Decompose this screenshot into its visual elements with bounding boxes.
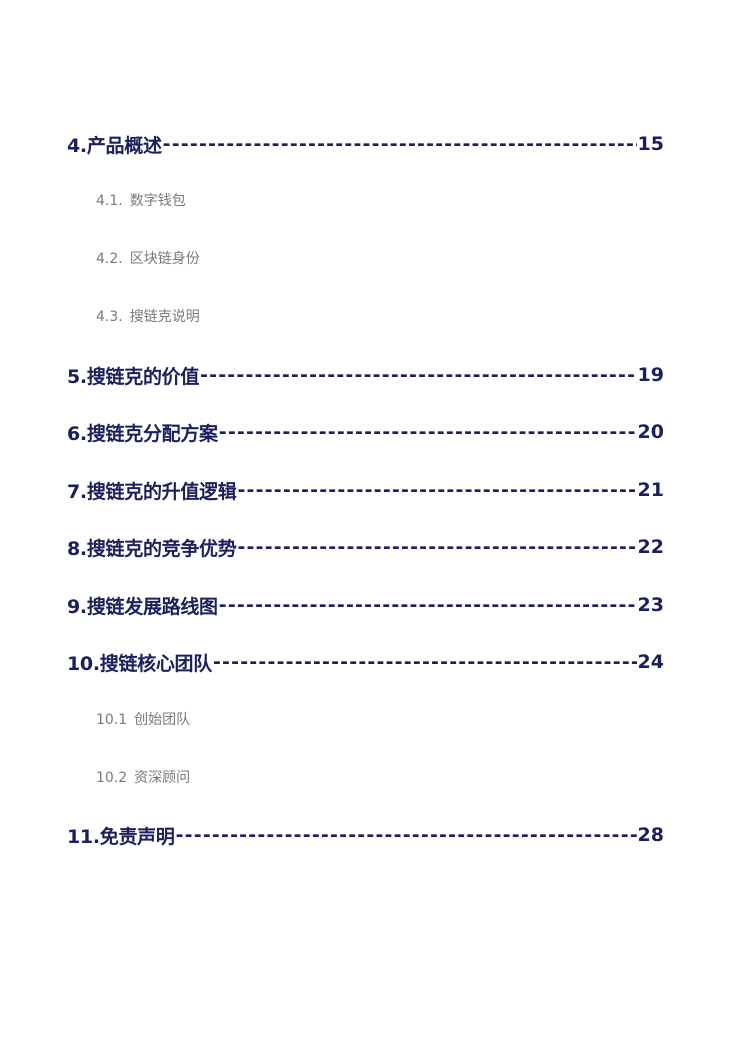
toc-subentry-number: 10.2	[96, 770, 128, 786]
toc-entry-title: 10.搜链核心团队	[67, 652, 212, 675]
toc-subentry-title: 资深顾问	[134, 770, 191, 786]
toc-entry-title: 5.搜链克的价值	[67, 365, 200, 388]
toc-page-number: 20	[637, 421, 664, 443]
toc-entry-title: 9.搜链发展路线图	[67, 595, 218, 618]
toc-leader: ----------------------------------------…	[237, 536, 637, 558]
toc-page-number: 23	[637, 594, 664, 616]
toc-leader: ----------------------------------------…	[218, 594, 637, 616]
toc-entry-title: 11.免责声明	[67, 825, 175, 848]
toc-entry[interactable]: 8.搜链克的竞争优势 -----------------------------…	[67, 532, 664, 562]
toc-subentry-title: 区块链身份	[129, 251, 200, 267]
toc-entry[interactable]: 6.搜链克分配方案 ------------------------------…	[67, 417, 664, 447]
toc-subentry-number: 10.1	[96, 712, 128, 728]
toc-subentry-title: 数字钱包	[129, 193, 186, 209]
toc-page-number: 15	[637, 133, 664, 155]
toc-subentry-number: 4.2.	[96, 251, 123, 267]
toc-entry[interactable]: 4.产品概述 ---------------------------------…	[67, 129, 664, 159]
toc-leader: ----------------------------------------…	[237, 479, 637, 501]
toc-entry[interactable]: 5.搜链克的价值 -------------------------------…	[67, 360, 664, 390]
toc-entry-title: 6.搜链克分配方案	[67, 422, 218, 445]
toc-page-number: 24	[637, 651, 664, 673]
toc-subentry[interactable]: 4.3. 搜链克说明	[96, 305, 200, 329]
toc-entry-title: 7.搜链克的升值逻辑	[67, 480, 237, 503]
toc-leader: ----------------------------------------…	[218, 421, 637, 443]
toc-leader: ----------------------------------------…	[200, 364, 637, 386]
toc-page-number: 21	[637, 479, 664, 501]
toc-leader: ----------------------------------------…	[175, 824, 637, 846]
toc-entry[interactable]: 11.免责声明 --------------------------------…	[67, 820, 664, 850]
toc-page-number: 22	[637, 536, 664, 558]
toc-subentry-title: 搜链克说明	[129, 309, 200, 325]
toc-entry[interactable]: 7.搜链克的升值逻辑 -----------------------------…	[67, 475, 664, 505]
toc-page-number: 19	[637, 364, 664, 386]
toc-page-number: 28	[637, 824, 664, 846]
toc-subentry-number: 4.3.	[96, 309, 123, 325]
toc-entry[interactable]: 9.搜链发展路线图 ------------------------------…	[67, 590, 664, 620]
toc-leader: ----------------------------------------…	[212, 651, 637, 673]
toc-entry-title: 4.产品概述	[67, 134, 162, 157]
toc-entry-title: 8.搜链克的竞争优势	[67, 537, 237, 560]
toc-subentry-title: 创始团队	[134, 712, 191, 728]
toc-leader: ----------------------------------------…	[162, 133, 637, 155]
toc-subentry[interactable]: 4.2. 区块链身份	[96, 247, 200, 271]
toc-subentry-number: 4.1.	[96, 193, 123, 209]
toc-entry[interactable]: 10.搜链核心团队 ------------------------------…	[67, 647, 664, 677]
toc-subentry[interactable]: 4.1. 数字钱包	[96, 189, 186, 213]
toc-subentry[interactable]: 10.1 创始团队	[96, 708, 190, 732]
toc-subentry[interactable]: 10.2 资深顾问	[96, 766, 190, 790]
